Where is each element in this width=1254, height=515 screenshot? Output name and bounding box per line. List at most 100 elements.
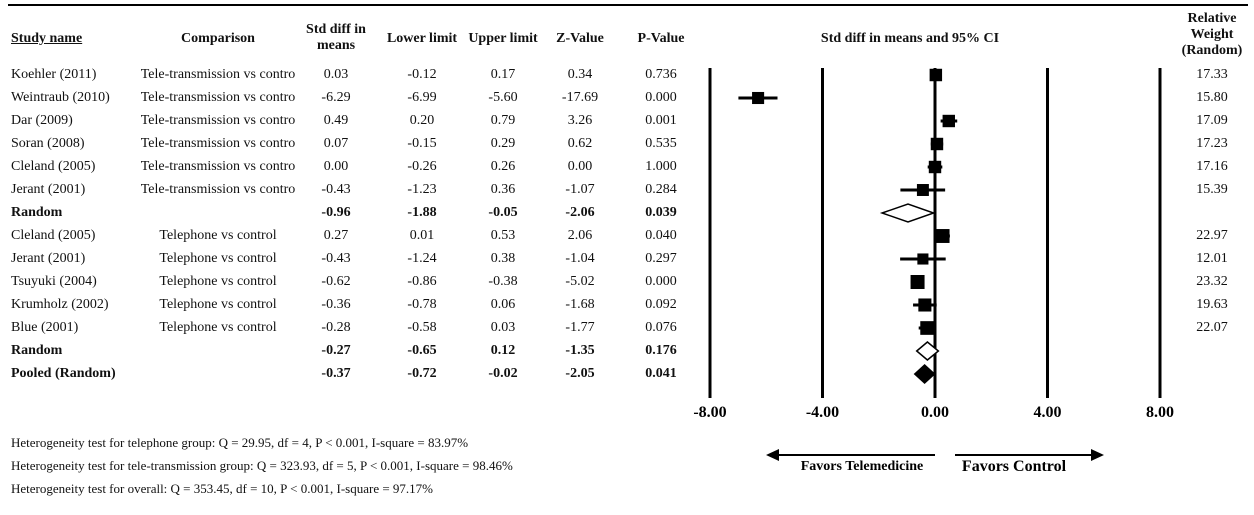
effect-square bbox=[917, 253, 929, 265]
cell-upper-limit: -5.60 bbox=[488, 90, 518, 105]
cell-upper-limit: 0.29 bbox=[490, 136, 516, 151]
cell-upper-limit: -0.02 bbox=[488, 366, 518, 381]
x-tick-label: 0.00 bbox=[921, 404, 949, 421]
cell-study: Cleland (2005) bbox=[11, 159, 96, 174]
cell-weight: 15.39 bbox=[1196, 182, 1228, 197]
cell-comparison: Tele-transmission vs contro bbox=[140, 159, 296, 174]
cell-upper-limit: 0.12 bbox=[490, 343, 516, 358]
favors-right-arrowhead bbox=[1091, 449, 1104, 461]
cell-std-diff: -0.27 bbox=[321, 343, 351, 358]
cell-z-value: -1.35 bbox=[565, 343, 595, 358]
cell-std-diff: 0.03 bbox=[323, 67, 349, 82]
cell-study: Random bbox=[11, 205, 63, 220]
cell-upper-limit: 0.26 bbox=[490, 159, 516, 174]
cell-p-value: 0.092 bbox=[645, 297, 677, 312]
cell-lower-limit: -0.86 bbox=[407, 274, 437, 289]
x-tick-label: 8.00 bbox=[1146, 404, 1174, 421]
x-tick-label: 4.00 bbox=[1034, 404, 1062, 421]
cell-weight: 17.33 bbox=[1196, 67, 1228, 82]
cell-lower-limit: 0.20 bbox=[409, 113, 435, 128]
cell-comparison: Tele-transmission vs contro bbox=[140, 136, 296, 151]
cell-p-value: 0.040 bbox=[645, 228, 677, 243]
favors-right-label: Favors Control bbox=[962, 458, 1067, 475]
cell-study: Tsuyuki (2004) bbox=[11, 274, 97, 289]
cell-lower-limit: -0.78 bbox=[407, 297, 437, 312]
cell-z-value: 0.34 bbox=[567, 67, 593, 82]
cell-p-value: 0.284 bbox=[645, 182, 677, 197]
effect-square bbox=[930, 137, 944, 151]
cell-study: Jerant (2001) bbox=[11, 251, 86, 266]
effect-square bbox=[916, 184, 929, 196]
cell-upper-limit: 0.79 bbox=[490, 113, 516, 128]
header-std-diff: Std diff in means bbox=[296, 22, 376, 54]
cell-std-diff: -0.37 bbox=[321, 366, 351, 381]
cell-lower-limit: -0.15 bbox=[407, 136, 437, 151]
cell-comparison: Telephone vs control bbox=[159, 297, 277, 312]
cell-study: Blue (2001) bbox=[11, 320, 79, 335]
cell-z-value: 0.62 bbox=[567, 136, 593, 151]
cell-std-diff: 0.49 bbox=[323, 113, 349, 128]
cell-weight: 19.63 bbox=[1196, 297, 1228, 312]
cell-p-value: 0.000 bbox=[645, 90, 677, 105]
cell-comparison: Tele-transmission vs contro bbox=[140, 67, 296, 82]
cell-comparison: Telephone vs control bbox=[159, 228, 277, 243]
cell-lower-limit: -6.99 bbox=[407, 90, 437, 105]
cell-std-diff: -0.36 bbox=[321, 297, 351, 312]
cell-z-value: -1.07 bbox=[565, 182, 595, 197]
cell-upper-limit: 0.06 bbox=[490, 297, 516, 312]
cell-std-diff: -0.43 bbox=[321, 251, 351, 266]
cell-study: Jerant (2001) bbox=[11, 182, 86, 197]
header-upper-limit: Upper limit bbox=[468, 31, 538, 46]
cell-study: Pooled (Random) bbox=[11, 366, 116, 381]
cell-weight: 22.97 bbox=[1196, 228, 1228, 243]
header-std-diff-line1: Std diff in bbox=[306, 22, 366, 37]
cell-lower-limit: -0.72 bbox=[407, 366, 437, 381]
cell-z-value: -2.05 bbox=[565, 366, 595, 381]
effect-square bbox=[920, 321, 934, 335]
footnote-tele-transmission: Heterogeneity test for tele-transmission… bbox=[11, 458, 513, 473]
cell-comparison: Telephone vs control bbox=[159, 320, 277, 335]
cell-upper-limit: 0.03 bbox=[490, 320, 516, 335]
cell-z-value: -17.69 bbox=[561, 90, 599, 105]
cell-std-diff: -0.96 bbox=[321, 205, 351, 220]
cell-std-diff: 0.27 bbox=[323, 228, 349, 243]
cell-lower-limit: -0.12 bbox=[407, 67, 437, 82]
cell-comparison: Tele-transmission vs contro bbox=[140, 113, 296, 128]
cell-upper-limit: 0.53 bbox=[490, 228, 516, 243]
x-tick-label: -4.00 bbox=[806, 404, 839, 421]
header-lower-limit: Lower limit bbox=[386, 31, 458, 46]
cell-std-diff: -0.43 bbox=[321, 182, 351, 197]
cell-comparison: Telephone vs control bbox=[159, 251, 277, 266]
cell-p-value: 0.736 bbox=[645, 67, 677, 82]
cell-study: Soran (2008) bbox=[11, 136, 85, 151]
cell-lower-limit: -1.88 bbox=[407, 205, 437, 220]
cell-lower-limit: -0.65 bbox=[407, 343, 437, 358]
cell-p-value: 0.535 bbox=[645, 136, 677, 151]
footnote-telephone: Heterogeneity test for telephone group: … bbox=[11, 435, 469, 450]
cell-study: Krumholz (2002) bbox=[11, 297, 109, 312]
cell-study: Cleland (2005) bbox=[11, 228, 96, 243]
cell-p-value: 0.039 bbox=[645, 205, 677, 220]
cell-z-value: 0.00 bbox=[567, 159, 593, 174]
header-study-name: Study name bbox=[11, 31, 83, 46]
effect-square bbox=[942, 114, 955, 128]
header-std-diff-line2: means bbox=[316, 38, 356, 53]
cell-p-value: 0.000 bbox=[645, 274, 677, 289]
top-rule bbox=[8, 4, 1248, 6]
cell-z-value: 3.26 bbox=[567, 113, 593, 128]
cell-std-diff: -0.28 bbox=[321, 320, 351, 335]
cell-p-value: 0.001 bbox=[645, 113, 677, 128]
cell-z-value: -2.06 bbox=[565, 205, 595, 220]
cell-comparison: Tele-transmission vs contro bbox=[140, 182, 296, 197]
effect-square bbox=[935, 229, 950, 243]
cell-weight: 23.32 bbox=[1196, 274, 1228, 289]
cell-std-diff: 0.07 bbox=[323, 136, 349, 151]
cell-p-value: 0.297 bbox=[645, 251, 677, 266]
cell-study: Koehler (2011) bbox=[11, 67, 97, 82]
header-comparison: Comparison bbox=[181, 31, 255, 46]
header-z-value: Z-Value bbox=[556, 31, 604, 46]
subtotal-diamond bbox=[915, 341, 940, 361]
cell-p-value: 0.076 bbox=[645, 320, 677, 335]
cell-lower-limit: -0.26 bbox=[407, 159, 437, 174]
